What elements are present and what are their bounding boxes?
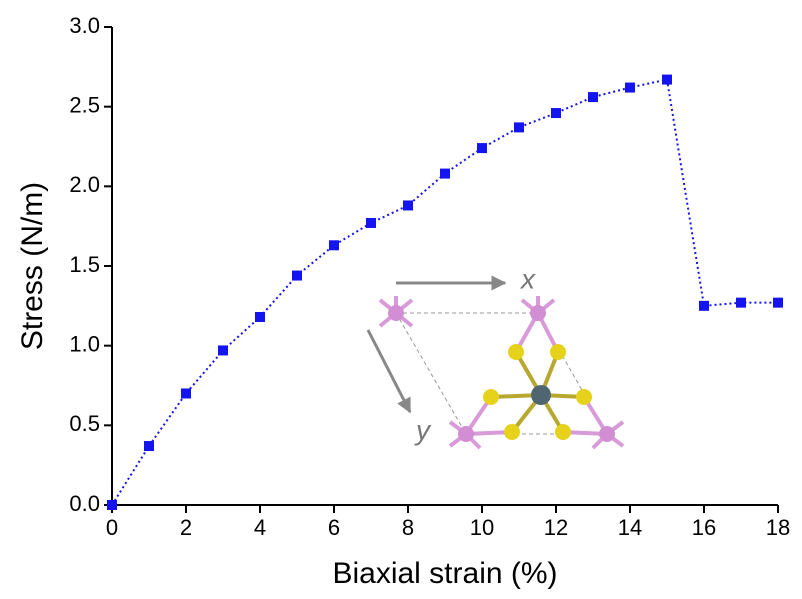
x-tick-label: 2	[180, 515, 192, 540]
data-point	[218, 345, 228, 355]
data-point	[699, 301, 709, 311]
page: Biaxial strain (%) Stress (N/m)	[0, 0, 802, 599]
data-point	[329, 240, 339, 250]
data-point	[255, 312, 265, 322]
data-point	[736, 298, 746, 308]
axis-annotation: x	[519, 263, 536, 294]
data-point	[551, 108, 561, 118]
data-point	[514, 122, 524, 132]
data-point	[773, 298, 783, 308]
data-point	[625, 83, 635, 93]
data-point	[292, 271, 302, 281]
x-tick-label: 16	[692, 515, 716, 540]
x-tick-label: 14	[618, 515, 642, 540]
axis-annotation: y	[414, 414, 432, 445]
x-tick-label: 8	[402, 515, 414, 540]
y-tick-label: 0.5	[69, 411, 100, 436]
data-point	[588, 92, 598, 102]
data-point	[403, 200, 413, 210]
x-tick-label: 0	[106, 515, 118, 540]
y-tick-label: 2.5	[69, 92, 100, 117]
data-point	[107, 500, 117, 510]
x-tick-label: 18	[766, 515, 790, 540]
y-tick-label: 1.5	[69, 252, 100, 277]
chart: Biaxial strain (%) Stress (N/m)	[0, 0, 802, 599]
x-axis-title: Biaxial strain (%)	[332, 557, 557, 590]
data-point	[144, 441, 154, 451]
x-tick-label: 12	[544, 515, 568, 540]
y-tick-label: 3.0	[69, 13, 100, 38]
data-point	[366, 218, 376, 228]
x-tick-label: 6	[328, 515, 340, 540]
inset-structure: x y	[368, 263, 623, 448]
data-point	[440, 169, 450, 179]
data-point	[662, 75, 672, 85]
data-line	[112, 80, 778, 505]
data-point	[477, 143, 487, 153]
y-tick-label: 0.0	[69, 491, 100, 516]
x-tick-label: 4	[254, 515, 266, 540]
y-tick-label: 1.0	[69, 331, 100, 356]
y-tick-label: 2.0	[69, 172, 100, 197]
data-point	[181, 388, 191, 398]
x-tick-label: 10	[470, 515, 494, 540]
y-axis-title: Stress (N/m)	[16, 182, 49, 350]
